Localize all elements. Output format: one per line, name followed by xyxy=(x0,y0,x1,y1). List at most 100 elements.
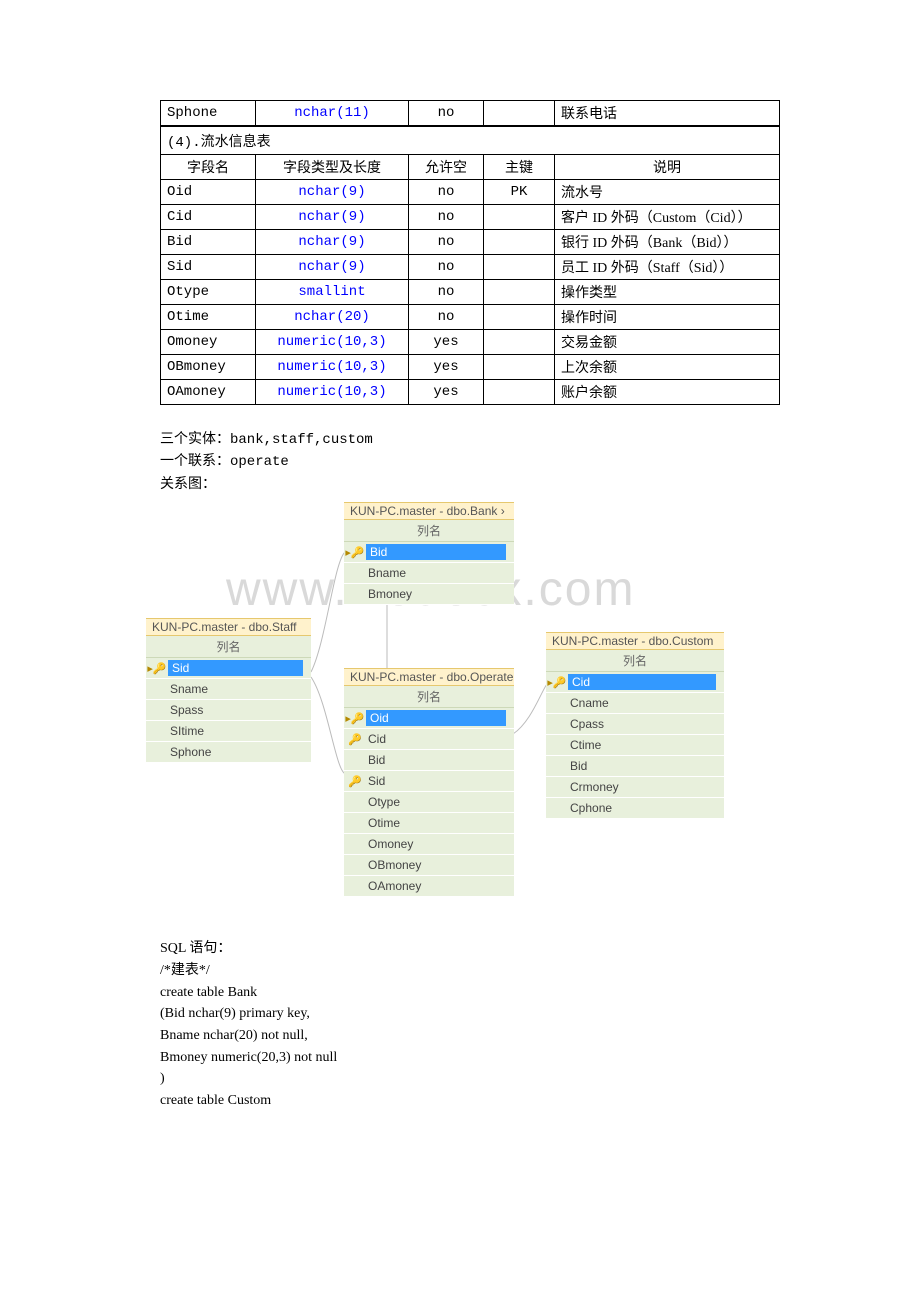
cell-null: yes xyxy=(409,330,484,355)
cell-desc: 流水号 xyxy=(555,180,780,205)
cell-pk xyxy=(484,305,555,330)
cell-pk xyxy=(484,330,555,355)
sql-line: (Bid nchar(9) primary key, xyxy=(160,1003,780,1025)
hdr-null: 允许空 xyxy=(409,155,484,180)
cell-pk xyxy=(484,280,555,305)
db-column: Ctime xyxy=(546,735,724,756)
cell-desc: 联系电话 xyxy=(555,101,780,126)
cell-field: Bid xyxy=(161,230,256,255)
db-column: OAmoney xyxy=(344,876,514,897)
table-operate-schema: 字段名 字段类型及长度 允许空 主键 说明 Oidnchar(9)noPK流水号… xyxy=(160,154,780,405)
db-column: ▸🔑Oid xyxy=(344,708,514,729)
cell-desc: 上次余额 xyxy=(555,355,780,380)
table-row: Otypesmallintno操作类型 xyxy=(161,280,780,305)
primary-key-icon: ▸🔑 xyxy=(146,662,168,675)
db-column-name: Otype xyxy=(366,794,510,810)
cell-field: Otype xyxy=(161,280,256,305)
cell-pk xyxy=(484,355,555,380)
db-column-name: Cname xyxy=(568,695,720,711)
db-column-name: Cid xyxy=(366,731,510,747)
db-column-name: OBmoney xyxy=(366,857,510,873)
cell-null: no xyxy=(409,180,484,205)
cell-type: nchar(11) xyxy=(294,105,370,121)
db-table-title: KUN-PC.master - dbo.Bank › xyxy=(344,502,514,520)
db-column-name: Crmoney xyxy=(568,779,720,795)
cell-type: nchar(20) xyxy=(294,309,370,325)
db-column-name: OAmoney xyxy=(366,878,510,894)
db-column: Cphone xyxy=(546,798,724,819)
db-column-name: SItime xyxy=(168,723,307,739)
db-table-operate: KUN-PC.master - dbo.Operate列名▸🔑Oid🔑CidBi… xyxy=(344,668,514,897)
db-table-title: KUN-PC.master - dbo.Custom xyxy=(546,632,724,650)
db-column: Sname xyxy=(146,679,311,700)
db-column: Cpass xyxy=(546,714,724,735)
hdr-pk: 主键 xyxy=(484,155,555,180)
db-column-name: Sphone xyxy=(168,744,307,760)
cell-desc: 银行 ID 外码（Bank（Bid）） xyxy=(555,230,780,255)
cell-field: OAmoney xyxy=(161,380,256,405)
note-diagram-label: 关系图： xyxy=(160,474,780,496)
db-column: Otype xyxy=(344,792,514,813)
db-column: SItime xyxy=(146,721,311,742)
cell-field: Cid xyxy=(161,205,256,230)
cell-pk xyxy=(484,380,555,405)
cell-field: Sphone xyxy=(161,101,256,126)
primary-key-icon: ▸🔑 xyxy=(546,676,568,689)
foreign-key-icon: 🔑 xyxy=(344,775,366,788)
table-row: Otimenchar(20)no操作时间 xyxy=(161,305,780,330)
table-sphone-fragment: Sphonenchar(11)no联系电话 xyxy=(160,100,780,126)
table-row: OBmoneynumeric(10,3)yes上次余额 xyxy=(161,355,780,380)
db-column: OBmoney xyxy=(344,855,514,876)
cell-desc: 操作时间 xyxy=(555,305,780,330)
sql-header: SQL 语句： xyxy=(160,938,780,960)
table-row: Oidnchar(9)noPK流水号 xyxy=(161,180,780,205)
sql-line: Bname nchar(20) not null, xyxy=(160,1025,780,1047)
sql-line: create table Bank xyxy=(160,982,780,1004)
db-column: ▸🔑Bid xyxy=(344,542,514,563)
db-column: Bmoney xyxy=(344,584,514,605)
db-column-name: Oid xyxy=(366,710,506,726)
sql-line: create table Custom xyxy=(160,1090,780,1112)
db-column-name: Cid xyxy=(568,674,716,690)
cell-desc: 员工 ID 外码（Staff（Sid）） xyxy=(555,255,780,280)
cell-field: OBmoney xyxy=(161,355,256,380)
sql-line: Bmoney numeric(20,3) not null xyxy=(160,1047,780,1069)
cell-type: numeric(10,3) xyxy=(277,359,386,375)
cell-null: no xyxy=(409,305,484,330)
cell-desc: 客户 ID 外码（Custom（Cid）） xyxy=(555,205,780,230)
cell-null: yes xyxy=(409,380,484,405)
db-column: ▸🔑Cid xyxy=(546,672,724,693)
cell-type: nchar(9) xyxy=(298,259,365,275)
db-col-header: 列名 xyxy=(344,520,514,542)
er-diagram: www.wodocx.com KUN-PC.master - dbo.Bank … xyxy=(146,502,766,922)
db-column-name: Cpass xyxy=(568,716,720,732)
db-column-name: Omoney xyxy=(366,836,510,852)
hdr-field: 字段名 xyxy=(161,155,256,180)
cell-pk xyxy=(484,230,555,255)
cell-type: numeric(10,3) xyxy=(277,384,386,400)
db-column: Cname xyxy=(546,693,724,714)
table-row: Sphonenchar(11)no联系电话 xyxy=(161,101,780,126)
db-column-name: Bmoney xyxy=(366,586,510,602)
db-column-name: Spass xyxy=(168,702,307,718)
cell-desc: 操作类型 xyxy=(555,280,780,305)
sql-block: SQL 语句： /*建表*/create table Bank(Bid ncha… xyxy=(160,938,780,1112)
hdr-type: 字段类型及长度 xyxy=(256,155,409,180)
db-column-name: Sid xyxy=(168,660,303,676)
table-row: OAmoneynumeric(10,3)yes账户余额 xyxy=(161,380,780,405)
cell-field: Omoney xyxy=(161,330,256,355)
hdr-desc: 说明 xyxy=(555,155,780,180)
note-relation: 一个联系：operate xyxy=(160,451,780,473)
db-column: Bid xyxy=(344,750,514,771)
cell-pk xyxy=(484,205,555,230)
db-column-name: Bname xyxy=(366,565,510,581)
cell-pk xyxy=(484,255,555,280)
db-column: 🔑Cid xyxy=(344,729,514,750)
db-column-name: Ctime xyxy=(568,737,720,753)
table-row: Omoneynumeric(10,3)yes交易金额 xyxy=(161,330,780,355)
cell-type: nchar(9) xyxy=(298,234,365,250)
cell-desc: 交易金额 xyxy=(555,330,780,355)
db-column-name: Bid xyxy=(568,758,720,774)
cell-field: Sid xyxy=(161,255,256,280)
cell-pk xyxy=(484,101,555,126)
